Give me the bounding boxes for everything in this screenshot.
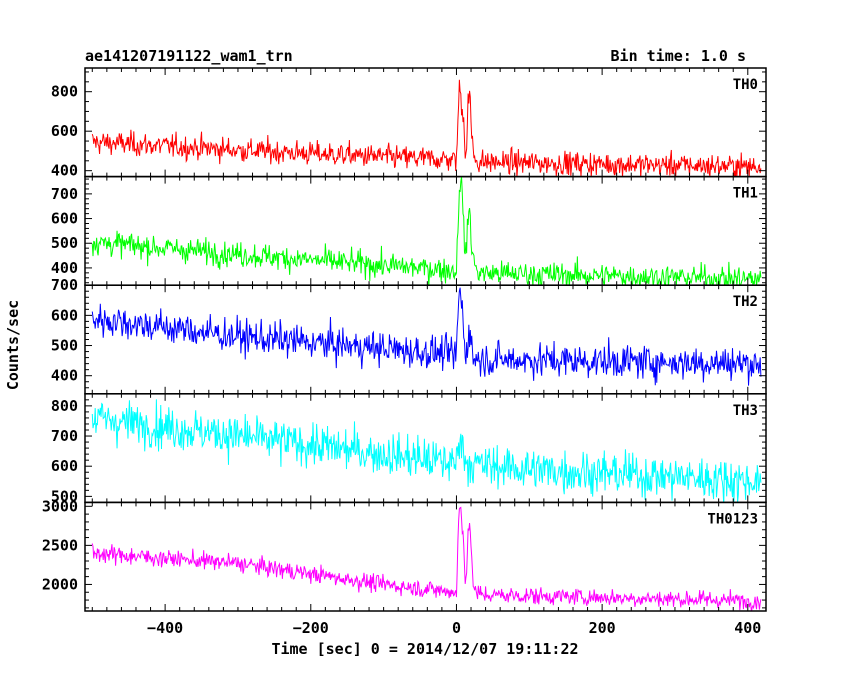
panel-label: TH1	[733, 186, 758, 202]
series-line-th0123	[91, 506, 762, 611]
panel-label: TH3	[733, 403, 758, 419]
bin-time-label: Bin time: 1.0 s	[611, 47, 746, 65]
x-tick-label: 200	[589, 619, 616, 637]
y-tick-label: 500	[51, 337, 78, 355]
x-axis: −400 −200 0 200 400	[147, 619, 761, 637]
chart-title: ae141207191122_wam1_trn	[85, 47, 293, 65]
series-line-th1	[91, 176, 762, 286]
x-tick-label: 400	[734, 619, 761, 637]
x-axis-label: Time [sec] 0 = 2014/12/07 19:11:22	[271, 640, 578, 658]
y-tick-label: 700	[51, 276, 78, 294]
y-tick-label: 3000	[42, 497, 78, 515]
x-tick-label: −200	[293, 619, 329, 637]
panel-frame	[84, 501, 767, 612]
y-tick-label: 700	[51, 427, 78, 445]
y-axis-label: Counts/sec	[4, 300, 22, 390]
panels-group: 400 600 800 TH0 400 500 600 700 TH1 400 500 600 700 T…	[42, 67, 767, 612]
y-tick-label: 800	[51, 83, 78, 101]
y-tick-label: 400	[51, 162, 78, 180]
panel-frame	[84, 284, 767, 395]
y-tick-label: 500	[51, 487, 78, 505]
y-tick-label: 2000	[42, 575, 78, 593]
panel-th2: 400 500 600 700 TH2	[51, 276, 767, 395]
y-tick-label: 800	[51, 397, 78, 415]
x-tick-label: 0	[452, 619, 461, 637]
y-tick-label: 600	[51, 210, 78, 228]
y-tick-label: 500	[51, 234, 78, 252]
y-tick-label: 2500	[42, 536, 78, 554]
panel-th0: 400 600 800 TH0	[51, 67, 767, 180]
y-tick-label: 700	[51, 185, 78, 203]
panel-th0123: 2000 2500 3000 TH0123	[42, 497, 767, 612]
panel-frame	[84, 175, 767, 286]
panel-th1: 400 500 600 700 TH1	[51, 175, 767, 286]
panel-label: TH0	[733, 77, 758, 93]
y-tick-label: 400	[51, 259, 78, 277]
series-line-th0	[91, 79, 762, 177]
y-tick-label: 400	[51, 367, 78, 385]
y-tick-label: 600	[51, 457, 78, 475]
y-tick-label: 600	[51, 306, 78, 324]
panel-label: TH0123	[707, 511, 758, 527]
series-line-th2	[91, 287, 762, 386]
x-tick-label: −400	[147, 619, 183, 637]
y-tick-label: 600	[51, 122, 78, 140]
series-line-th3	[91, 399, 762, 503]
panel-label: TH2	[733, 294, 758, 310]
panel-th3: 500 600 700 800 TH3	[51, 393, 767, 505]
